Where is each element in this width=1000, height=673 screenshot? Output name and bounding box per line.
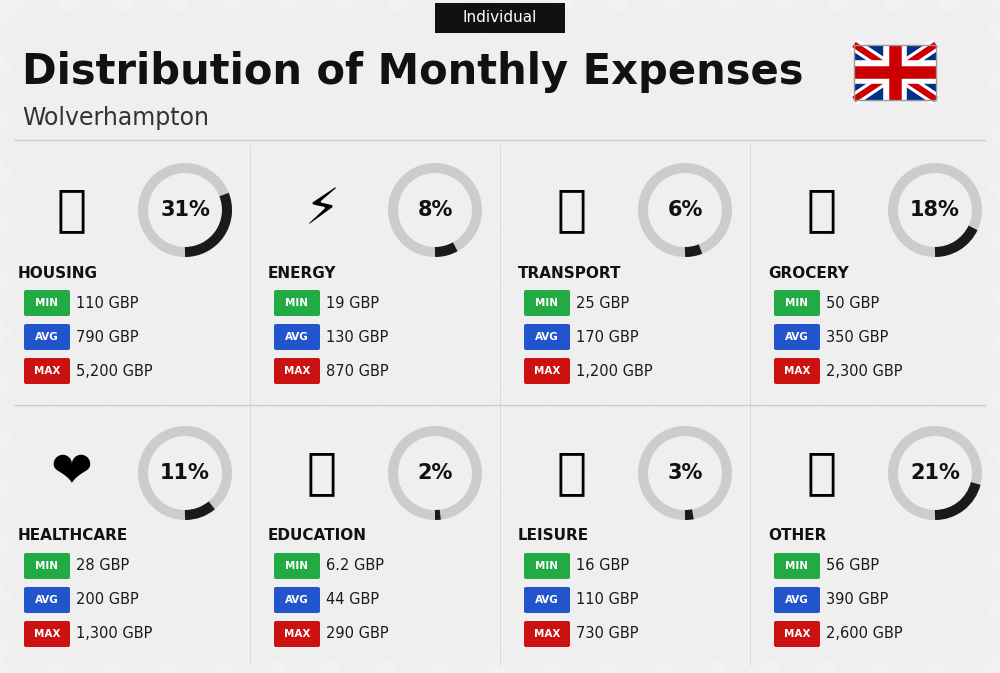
Text: LEISURE: LEISURE [518, 528, 589, 544]
Text: 50 GBP: 50 GBP [826, 295, 879, 310]
FancyBboxPatch shape [274, 621, 320, 647]
FancyBboxPatch shape [24, 290, 70, 316]
Text: ⚡: ⚡ [304, 186, 340, 234]
Text: MAX: MAX [34, 629, 60, 639]
Text: 🚌: 🚌 [557, 186, 587, 234]
Text: MIN: MIN [536, 298, 558, 308]
FancyBboxPatch shape [524, 587, 570, 613]
Text: 170 GBP: 170 GBP [576, 330, 639, 345]
Text: AVG: AVG [35, 595, 59, 605]
Text: 290 GBP: 290 GBP [326, 627, 389, 641]
Text: 19 GBP: 19 GBP [326, 295, 379, 310]
Text: 🛍️: 🛍️ [557, 449, 587, 497]
Text: 350 GBP: 350 GBP [826, 330, 888, 345]
FancyBboxPatch shape [774, 553, 820, 579]
FancyBboxPatch shape [24, 587, 70, 613]
Text: 16 GBP: 16 GBP [576, 559, 629, 573]
Text: 3%: 3% [667, 463, 703, 483]
FancyBboxPatch shape [774, 290, 820, 316]
Text: MAX: MAX [284, 366, 310, 376]
Text: 18%: 18% [910, 200, 960, 220]
FancyBboxPatch shape [24, 621, 70, 647]
Text: MAX: MAX [34, 366, 60, 376]
Text: AVG: AVG [785, 595, 809, 605]
Text: 💰: 💰 [807, 449, 837, 497]
FancyBboxPatch shape [854, 44, 936, 100]
FancyBboxPatch shape [524, 553, 570, 579]
Text: 🎓: 🎓 [307, 449, 337, 497]
Text: 11%: 11% [160, 463, 210, 483]
Text: AVG: AVG [535, 595, 559, 605]
Text: 31%: 31% [160, 200, 210, 220]
Text: GROCERY: GROCERY [768, 266, 849, 281]
Text: MIN: MIN [286, 561, 308, 571]
Text: 1,300 GBP: 1,300 GBP [76, 627, 152, 641]
FancyBboxPatch shape [24, 553, 70, 579]
FancyBboxPatch shape [774, 324, 820, 350]
Text: 8%: 8% [417, 200, 453, 220]
FancyBboxPatch shape [24, 358, 70, 384]
Text: TRANSPORT: TRANSPORT [518, 266, 622, 281]
Text: OTHER: OTHER [768, 528, 826, 544]
Text: EDUCATION: EDUCATION [268, 528, 367, 544]
FancyBboxPatch shape [435, 3, 565, 33]
Text: MAX: MAX [284, 629, 310, 639]
Text: 2,600 GBP: 2,600 GBP [826, 627, 903, 641]
Text: AVG: AVG [785, 332, 809, 342]
Text: 130 GBP: 130 GBP [326, 330, 388, 345]
Text: HEALTHCARE: HEALTHCARE [18, 528, 128, 544]
Text: MIN: MIN [786, 298, 808, 308]
Text: MAX: MAX [784, 366, 810, 376]
Text: Distribution of Monthly Expenses: Distribution of Monthly Expenses [22, 51, 804, 93]
FancyBboxPatch shape [524, 324, 570, 350]
FancyBboxPatch shape [774, 587, 820, 613]
FancyBboxPatch shape [274, 290, 320, 316]
Text: 730 GBP: 730 GBP [576, 627, 639, 641]
Text: 2%: 2% [417, 463, 453, 483]
FancyBboxPatch shape [524, 290, 570, 316]
Text: 870 GBP: 870 GBP [326, 363, 389, 378]
FancyBboxPatch shape [274, 587, 320, 613]
Text: Wolverhampton: Wolverhampton [22, 106, 209, 130]
Text: MIN: MIN [36, 561, 58, 571]
Text: AVG: AVG [285, 595, 309, 605]
FancyBboxPatch shape [774, 358, 820, 384]
FancyBboxPatch shape [274, 324, 320, 350]
Text: 6%: 6% [667, 200, 703, 220]
Text: AVG: AVG [35, 332, 59, 342]
Text: 🏢: 🏢 [57, 186, 87, 234]
Text: 110 GBP: 110 GBP [76, 295, 138, 310]
Text: 25 GBP: 25 GBP [576, 295, 629, 310]
Text: AVG: AVG [535, 332, 559, 342]
FancyBboxPatch shape [524, 621, 570, 647]
Text: MAX: MAX [534, 366, 560, 376]
FancyBboxPatch shape [274, 358, 320, 384]
Text: MIN: MIN [786, 561, 808, 571]
Text: 200 GBP: 200 GBP [76, 592, 139, 608]
Text: 790 GBP: 790 GBP [76, 330, 139, 345]
Text: Individual: Individual [463, 11, 537, 26]
Text: 21%: 21% [910, 463, 960, 483]
Text: MIN: MIN [286, 298, 308, 308]
Text: 110 GBP: 110 GBP [576, 592, 639, 608]
FancyBboxPatch shape [24, 324, 70, 350]
Text: 56 GBP: 56 GBP [826, 559, 879, 573]
Text: 28 GBP: 28 GBP [76, 559, 129, 573]
FancyBboxPatch shape [274, 553, 320, 579]
Text: MIN: MIN [36, 298, 58, 308]
Text: ❤️: ❤️ [51, 449, 93, 497]
Text: ENERGY: ENERGY [268, 266, 336, 281]
Text: 2,300 GBP: 2,300 GBP [826, 363, 902, 378]
Text: MIN: MIN [536, 561, 558, 571]
Text: MAX: MAX [784, 629, 810, 639]
Text: 44 GBP: 44 GBP [326, 592, 379, 608]
FancyBboxPatch shape [774, 621, 820, 647]
Text: 5,200 GBP: 5,200 GBP [76, 363, 153, 378]
Text: AVG: AVG [285, 332, 309, 342]
Text: 1,200 GBP: 1,200 GBP [576, 363, 653, 378]
Text: 6.2 GBP: 6.2 GBP [326, 559, 384, 573]
Text: 🛒: 🛒 [807, 186, 837, 234]
Text: 390 GBP: 390 GBP [826, 592, 888, 608]
Text: HOUSING: HOUSING [18, 266, 98, 281]
